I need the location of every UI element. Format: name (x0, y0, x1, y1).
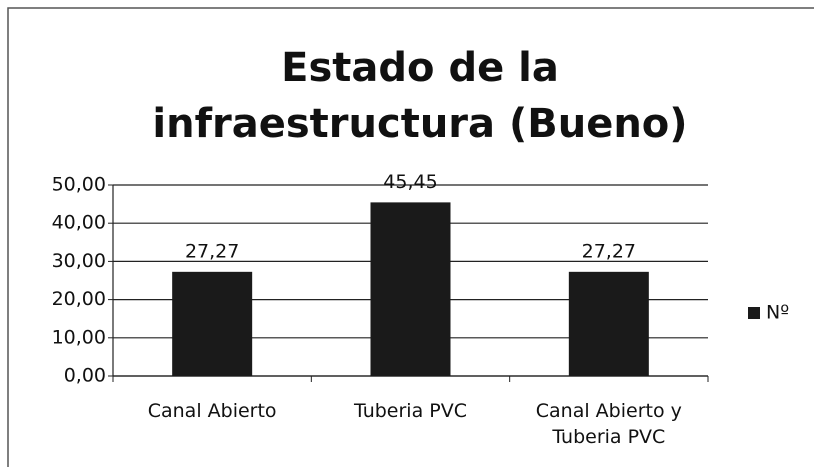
y-tick-label: 20,00 (52, 288, 106, 310)
bar (568, 271, 649, 376)
x-tick-label: Canal Abierto y Tuberia PVC (535, 400, 682, 448)
y-tick-label: 50,00 (52, 174, 106, 196)
legend-label: Nº (766, 302, 789, 324)
data-label: 45,45 (383, 171, 437, 193)
y-tick-label: 40,00 (52, 212, 106, 234)
bar (172, 271, 253, 376)
data-label: 27,27 (582, 240, 636, 262)
x-tick-label: Tuberia PVC (353, 400, 467, 422)
x-tick-label: Canal Abierto (147, 400, 277, 422)
data-label: 27,27 (185, 240, 239, 262)
y-tick-label: 30,00 (52, 250, 106, 272)
y-tick-label: 0,00 (64, 365, 106, 387)
y-tick-label: 10,00 (52, 326, 106, 348)
bar (370, 202, 451, 376)
legend-swatch (748, 307, 760, 319)
chart-title: Estado de la infraestructura (Bueno) (152, 45, 688, 147)
chart-border (7, 7, 814, 467)
